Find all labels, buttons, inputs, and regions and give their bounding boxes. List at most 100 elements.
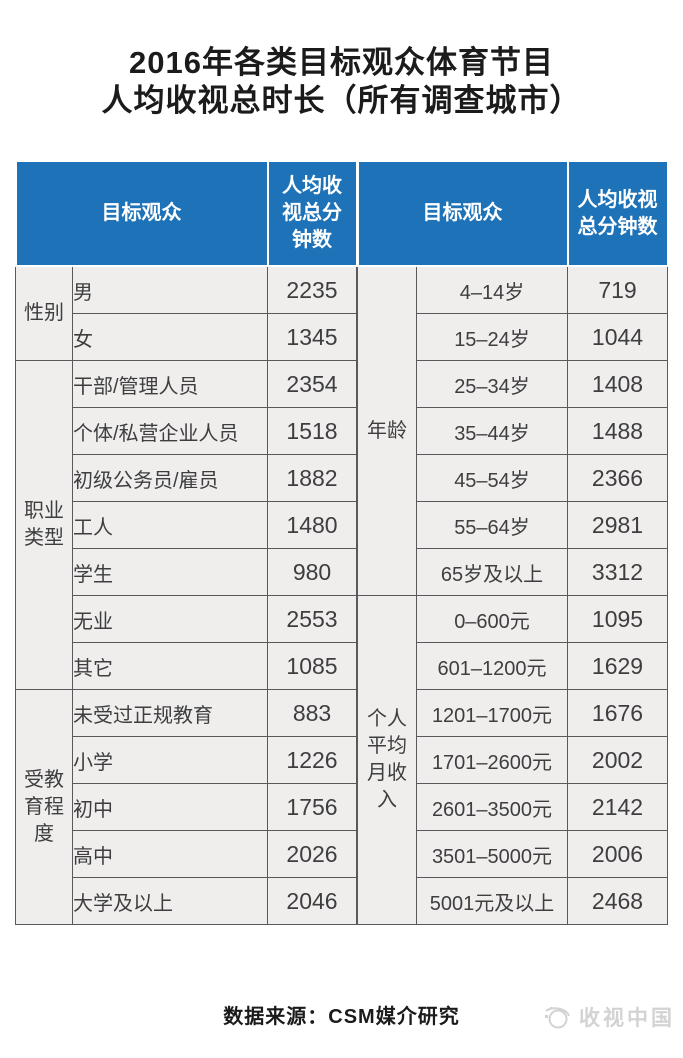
group-cell: 受教育程度	[15, 689, 73, 925]
audience-label: 3501–5000元	[416, 830, 568, 878]
minutes-value: 1345	[267, 313, 357, 361]
group-cell: 年龄	[357, 265, 417, 596]
table-row: 大学及以上 2046	[16, 877, 357, 925]
minutes-value: 1226	[267, 736, 357, 784]
csm-watermark: 收视中国	[542, 1002, 675, 1032]
table-row: 2601–3500元 2142	[358, 783, 668, 831]
table-row: 15–24岁 1044	[358, 313, 668, 361]
minutes-value: 980	[267, 548, 357, 596]
audience-label: 15–24岁	[416, 313, 568, 361]
minutes-value: 2002	[567, 736, 668, 784]
group-label: 性别	[24, 302, 64, 324]
minutes-value: 2006	[567, 830, 668, 878]
minutes-value: 2235	[267, 265, 357, 314]
table-row: 1701–2600元 2002	[358, 736, 668, 784]
audience-label: 初中	[72, 783, 268, 831]
table-row: 无业 2553	[16, 595, 357, 643]
minutes-value: 3312	[567, 548, 668, 596]
minutes-value: 719	[567, 265, 668, 314]
minutes-value: 1676	[567, 689, 668, 737]
table-row: 工人 1480	[16, 501, 357, 549]
page-title: 2016年各类目标观众体育节目 人均收视总时长（所有调查城市）	[0, 44, 683, 120]
group-cell: 个人平均月收入	[357, 595, 417, 925]
audience-label: 大学及以上	[72, 877, 268, 925]
header-row: 目标观众 人均收视总分钟数	[356, 160, 669, 267]
globe-orbit-icon	[542, 1002, 579, 1032]
audience-label: 个体/私营企业人员	[72, 407, 268, 455]
minutes-value: 2046	[267, 877, 357, 925]
minutes-value: 2981	[567, 501, 668, 549]
table-row: 1201–1700元 1676	[358, 689, 668, 737]
audience-label: 2601–3500元	[416, 783, 568, 831]
minutes-header-label: 人均收视总分钟数	[282, 175, 342, 251]
group-cell: 性别	[15, 265, 73, 361]
audience-label: 无业	[72, 595, 268, 643]
minutes-header: 人均收视总分钟数	[566, 160, 669, 267]
table-row: 小学 1226	[16, 736, 357, 784]
table-row: 其它 1085	[16, 642, 357, 690]
minutes-value: 1882	[267, 454, 357, 502]
group-label: 个人平均月收入	[367, 708, 407, 811]
audience-label: 初级公务员/雇员	[72, 454, 268, 502]
minutes-value: 2026	[267, 830, 357, 878]
minutes-value: 1756	[267, 783, 357, 831]
group-label: 职业类型	[24, 500, 64, 549]
minutes-value: 2468	[567, 877, 668, 925]
minutes-value: 2142	[567, 783, 668, 831]
viewing-minutes-table: 目标观众 人均收视总分钟数 性别男 2235 女 1345 职业类型 干部/管理人员 2354 个…	[0, 160, 683, 925]
audience-label: 未受过正规教育	[72, 689, 268, 737]
minutes-value: 1518	[267, 407, 357, 455]
audience-label: 高中	[72, 830, 268, 878]
audience-label: 45–54岁	[416, 454, 568, 502]
table-row: 受教育程度 未受过正规教育 883	[15, 689, 357, 925]
audience-label: 55–64岁	[416, 501, 568, 549]
table-row: 性别男 2235	[15, 265, 357, 361]
header-row: 目标观众 人均收视总分钟数	[14, 160, 358, 267]
table-row: 55–64岁 2981	[358, 501, 668, 549]
page-title-line1: 2016年各类目标观众体育节目	[129, 45, 554, 80]
table-row: 45–54岁 2366	[358, 454, 668, 502]
minutes-value: 1408	[567, 360, 668, 408]
audience-label: 小学	[72, 736, 268, 784]
minutes-value: 1085	[267, 642, 357, 690]
table-row: 年龄 4–14岁 719	[357, 265, 668, 596]
audience-label: 601–1200元	[416, 642, 568, 690]
table-row: 3501–5000元 2006	[358, 830, 668, 878]
audience-label: 1201–1700元	[416, 689, 568, 737]
audience-label: 5001元及以上	[416, 877, 568, 925]
audience-label: 女	[72, 313, 268, 361]
table-row: 学生 980	[16, 548, 357, 596]
minutes-value: 2366	[567, 454, 668, 502]
minutes-value: 1488	[567, 407, 668, 455]
audience-label: 0–600元	[416, 595, 568, 643]
audience-label: 干部/管理人员	[72, 360, 268, 408]
audience-label: 35–44岁	[416, 407, 568, 455]
right-table: 目标观众 人均收视总分钟数年龄 4–14岁 719 15–24岁 1044 25–34岁 14…	[356, 160, 669, 925]
table-row: 25–34岁 1408	[358, 360, 668, 408]
minutes-value: 883	[267, 689, 357, 737]
audience-label: 4–14岁	[416, 265, 568, 314]
audience-label: 男	[72, 265, 268, 314]
group-cell: 职业类型	[15, 360, 73, 690]
table-row: 个体/私营企业人员 1518	[16, 407, 357, 455]
audience-label: 65岁及以上	[416, 548, 568, 596]
table-row: 职业类型 干部/管理人员 2354	[15, 360, 357, 690]
target-audience-header: 目标观众	[356, 160, 569, 267]
group-label: 受教育程度	[24, 768, 64, 845]
table-row: 初中 1756	[16, 783, 357, 831]
audience-label: 1701–2600元	[416, 736, 568, 784]
minutes-value: 1629	[567, 642, 668, 690]
page-title-line2: 人均收视总时长（所有调查城市）	[101, 83, 582, 118]
table-row: 5001元及以上 2468	[358, 877, 668, 925]
table-row: 601–1200元 1629	[358, 642, 668, 690]
minutes-value: 2354	[267, 360, 357, 408]
target-audience-header: 目标观众	[14, 160, 269, 267]
minutes-header-label: 人均收视总分钟数	[577, 188, 658, 238]
table-row: 个人平均月收入 0–600元 1095	[357, 595, 668, 925]
minutes-value: 2553	[267, 595, 357, 643]
minutes-value: 1480	[267, 501, 357, 549]
group-label: 年龄	[367, 419, 407, 442]
table-row: 女 1345	[16, 313, 357, 361]
minutes-header: 人均收视总分钟数	[266, 160, 358, 267]
audience-label: 工人	[72, 501, 268, 549]
